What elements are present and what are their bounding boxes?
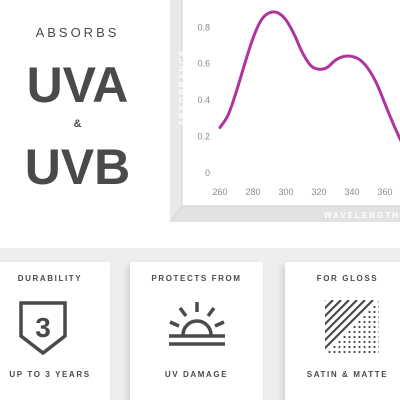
x-tick-label: 280 [245, 187, 260, 197]
shield-number-icon: 3 [19, 301, 67, 356]
card-subtitle: UP TO 3 YEARS [9, 370, 91, 379]
chart-svg: ABSORBANCE WAVELENGTH 00.20.40.60.8 260 2… [170, 0, 400, 223]
y-tick-labels: 0 0.2 0.4 0.6 0.8 [197, 22, 210, 178]
feature-card-durability: DURABILITY 3 UP TO 3 YEARS [0, 262, 110, 400]
card-subtitle: SATIN & MATTE [306, 370, 389, 379]
y-tick-label: 0.6 [197, 59, 210, 69]
absorbance-curve [220, 12, 400, 170]
shield-number: 3 [35, 312, 51, 343]
card-title: PROTECTS FROM [151, 274, 242, 283]
uvb-label: UVB [24, 139, 131, 195]
absorbance-chart: ABSORBANCE WAVELENGTH 0 0.2 0.4 0.6 0.8 260 2… [170, 0, 400, 225]
y-tick-label: 0 [205, 168, 210, 178]
y-axis-title: ABSORBANCE [178, 49, 187, 126]
absorbs-label: ABSORBS [35, 25, 120, 40]
finish-pattern-icon [325, 300, 379, 354]
x-tick-label: 300 [278, 187, 293, 197]
card-title: DURABILITY [17, 274, 83, 283]
feature-card-protects: PROTECTS FROM UV DAMAGE [130, 262, 263, 400]
chart-frame-corner [170, 205, 183, 223]
card-subtitle: UV DAMAGE [164, 370, 229, 379]
x-tick-labels: 260 280 300 320 340 360 [212, 187, 392, 197]
headline: ABSORBS UVA & UVB [0, 0, 160, 240]
uva-label: UVA [26, 57, 129, 113]
y-tick-label: 0.4 [197, 95, 210, 105]
sun-icon [169, 302, 225, 346]
chart-frame-left [170, 0, 182, 222]
x-axis-title: WAVELENGTH [324, 211, 400, 220]
x-tick-label: 360 [377, 187, 392, 197]
x-tick-label: 340 [344, 187, 359, 197]
feature-card-gloss: FOR GLOSS SATIN & MATTE [285, 262, 400, 400]
card-title: FOR GLOSS [316, 274, 379, 283]
x-tick-label: 320 [311, 187, 326, 197]
y-tick-label: 0.8 [197, 22, 210, 32]
ampersand: & [73, 118, 82, 130]
chart-frame-bottom [170, 206, 400, 222]
x-tick-label: 260 [212, 187, 227, 197]
y-tick-label: 0.2 [197, 132, 210, 142]
